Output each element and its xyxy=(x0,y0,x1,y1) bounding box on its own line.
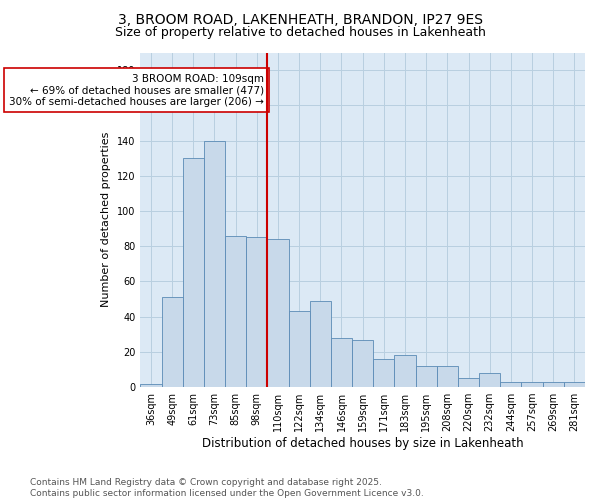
Bar xyxy=(564,382,585,387)
Bar xyxy=(182,158,204,387)
Bar xyxy=(542,382,564,387)
Bar xyxy=(458,378,479,387)
Bar xyxy=(500,382,521,387)
Bar xyxy=(437,366,458,387)
Bar xyxy=(394,356,416,387)
Bar xyxy=(161,298,182,387)
Text: Size of property relative to detached houses in Lakenheath: Size of property relative to detached ho… xyxy=(115,26,485,39)
Bar xyxy=(521,382,542,387)
Bar xyxy=(268,239,289,387)
Bar xyxy=(225,236,246,387)
Text: 3 BROOM ROAD: 109sqm
← 69% of detached houses are smaller (477)
30% of semi-deta: 3 BROOM ROAD: 109sqm ← 69% of detached h… xyxy=(10,74,264,107)
Text: 3, BROOM ROAD, LAKENHEATH, BRANDON, IP27 9ES: 3, BROOM ROAD, LAKENHEATH, BRANDON, IP27… xyxy=(118,12,482,26)
Bar xyxy=(140,384,161,387)
Bar xyxy=(310,301,331,387)
Bar xyxy=(246,238,268,387)
Bar xyxy=(416,366,437,387)
Y-axis label: Number of detached properties: Number of detached properties xyxy=(101,132,112,308)
Bar xyxy=(352,340,373,387)
Bar xyxy=(479,373,500,387)
Bar xyxy=(204,140,225,387)
X-axis label: Distribution of detached houses by size in Lakenheath: Distribution of detached houses by size … xyxy=(202,437,523,450)
Bar xyxy=(331,338,352,387)
Bar xyxy=(289,312,310,387)
Bar xyxy=(373,359,394,387)
Text: Contains HM Land Registry data © Crown copyright and database right 2025.
Contai: Contains HM Land Registry data © Crown c… xyxy=(30,478,424,498)
